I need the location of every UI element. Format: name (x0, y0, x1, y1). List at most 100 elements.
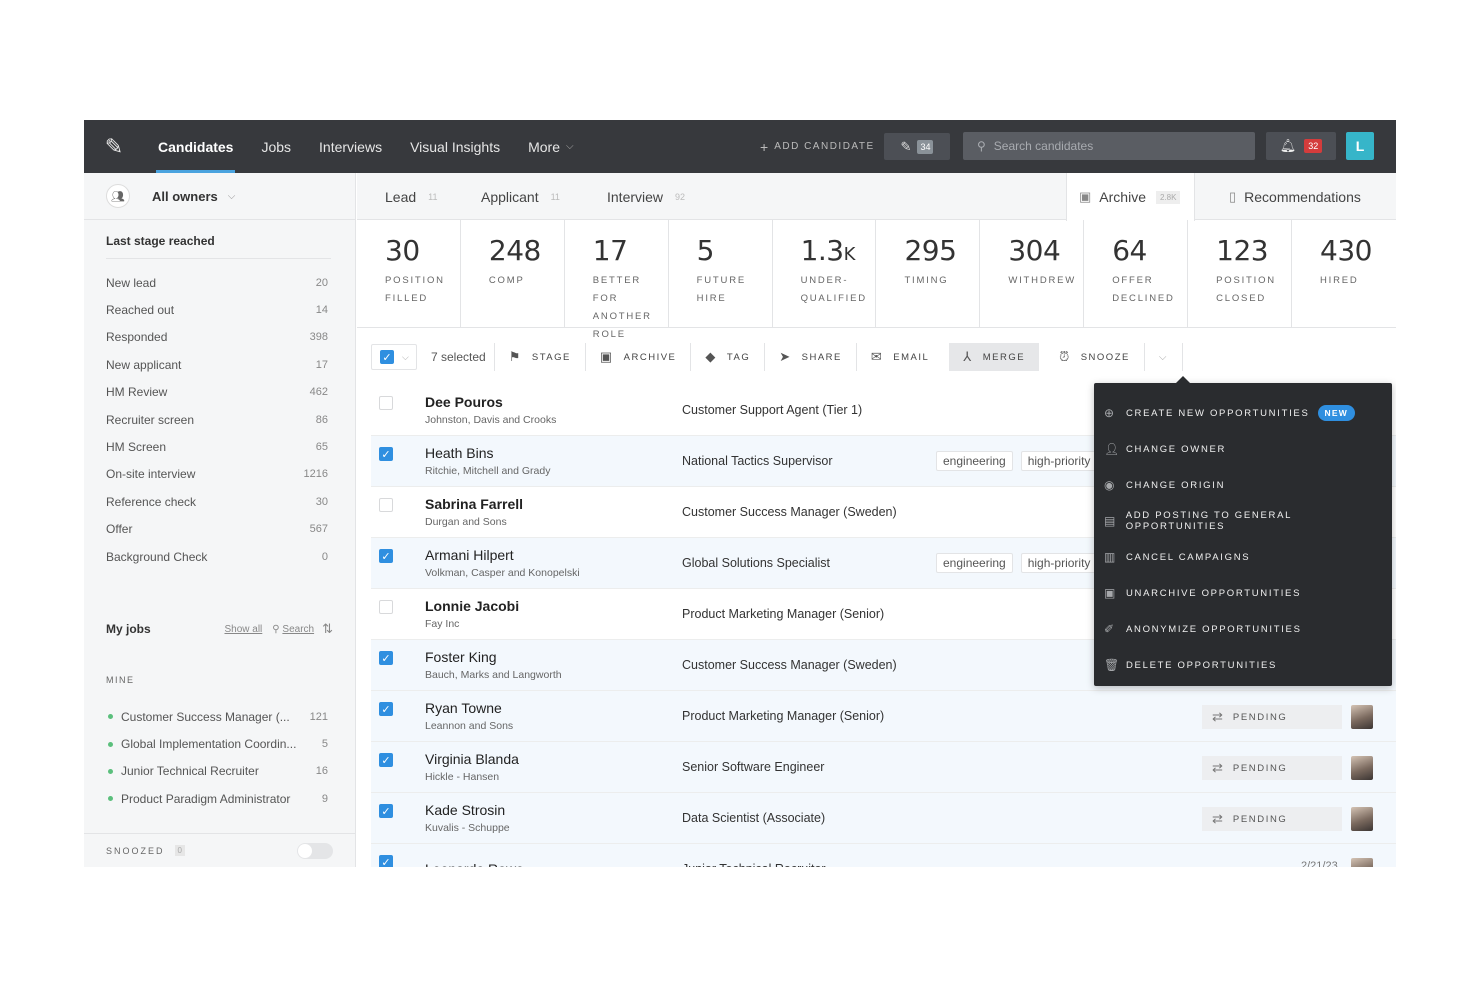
select-all-checkbox[interactable]: ✓ (380, 350, 394, 364)
nav-jobs[interactable]: Jobs (247, 120, 305, 173)
user-avatar[interactable]: L (1346, 132, 1374, 160)
tab-recommendations[interactable]: ▯ Recommendations (1229, 173, 1361, 220)
menu-item[interactable]: ⊕ CREATE NEW OPPORTUNITIES NEW (1094, 395, 1392, 431)
pending-status-badge[interactable]: ⇄ PENDING (1202, 756, 1342, 780)
candidate-row[interactable]: ✓ Ryan Towne Leannon and Sons Product Marke… (371, 691, 1396, 742)
candidate-name[interactable]: Foster King (425, 649, 497, 665)
metric-card[interactable]: 248 COMP (461, 220, 565, 327)
row-checkbox[interactable]: ✓ (379, 447, 393, 461)
tag-button[interactable]: ◆ TAG (690, 343, 764, 371)
logo-icon[interactable]: ✎ (104, 133, 124, 159)
tab-applicant[interactable]: Applicant 11 (481, 173, 560, 220)
candidate-name[interactable]: Kade Strosin (425, 802, 506, 818)
candidate-row[interactable]: ✓ Kade Strosin Kuvalis - Schuppe Data Scien… (371, 793, 1396, 844)
select-all-dropdown[interactable]: ✓ ⌵ (371, 344, 417, 370)
tab-archive[interactable]: ▣ Archive 2.8K (1066, 173, 1196, 221)
owner-avatar[interactable] (1351, 705, 1373, 729)
more-actions-button[interactable]: ⌵ (1143, 343, 1183, 371)
snooze-button[interactable]: ⏰︎ SNOOZE (1045, 343, 1144, 371)
menu-item[interactable]: 👤︎ CHANGE OWNER (1094, 431, 1392, 467)
tab-lead[interactable]: Lead 11 (385, 173, 438, 220)
edit-button[interactable]: ✎ 34 (884, 133, 950, 160)
metric-card[interactable]: 5 FUTURE HIRE (669, 220, 773, 327)
candidate-name[interactable]: Heath Bins (425, 445, 494, 461)
search-jobs-link[interactable]: ⚲ Search (272, 624, 314, 635)
stage-filter-item[interactable]: Responded 398 (84, 324, 355, 351)
candidate-name[interactable]: Armani Hilpert (425, 547, 514, 563)
menu-item[interactable]: ✐ ANONYMIZE OPPORTUNITIES (1094, 611, 1392, 647)
candidate-row[interactable]: ✓ Leonardo RoweJunior Technical Recruiter… (371, 844, 1396, 867)
archive-button[interactable]: ▣ ARCHIVE (584, 343, 691, 371)
stage-filter-item[interactable]: New applicant 17 (84, 351, 355, 378)
stage-filter-item[interactable]: New lead 20 (84, 269, 355, 296)
stage-filter-item[interactable]: Recruiter screen 86 (84, 406, 355, 433)
candidate-name[interactable]: Leonardo Rowe (425, 861, 682, 867)
menu-item[interactable]: ◉ CHANGE ORIGIN (1094, 467, 1392, 503)
metric-card[interactable]: 123 POSITION CLOSED (1188, 220, 1293, 327)
candidate-row[interactable]: ✓ Virginia Blanda Hickle - Hansen Senior So… (371, 742, 1396, 793)
row-checkbox[interactable]: ✓ (379, 855, 393, 867)
candidate-row[interactable]: Sabrina Farrell Durgan and Sons Customer S… (371, 487, 1396, 538)
candidate-row[interactable]: Dee Pouros Johnston, Davis and Crooks Cust… (371, 385, 1396, 436)
row-checkbox[interactable]: ✓ (379, 651, 393, 665)
my-job-item[interactable]: Product Paradigm Administrator 9 (84, 785, 355, 812)
metric-card[interactable]: 30 POSITION FILLED (357, 220, 461, 327)
email-button[interactable]: ✉ EMAIL (855, 343, 943, 371)
share-button[interactable]: ➤ SHARE (764, 343, 856, 371)
row-checkbox[interactable] (379, 600, 393, 614)
row-checkbox[interactable]: ✓ (379, 702, 393, 716)
my-job-item[interactable]: Junior Technical Recruiter 16 (84, 758, 355, 785)
stage-filter-item[interactable]: Reference check 30 (84, 488, 355, 515)
candidate-name[interactable]: Lonnie Jacobi (425, 598, 520, 614)
search-input[interactable]: ⚲ Search candidates (963, 132, 1255, 160)
row-checkbox[interactable]: ✓ (379, 753, 393, 767)
menu-item[interactable]: 🗑︎ DELETE OPPORTUNITIES (1094, 647, 1392, 683)
tag-chip[interactable]: high-priority (1020, 451, 1098, 471)
stage-filter-item[interactable]: HM Review 462 (84, 379, 355, 406)
add-candidate-button[interactable]: + ADD CANDIDATE (760, 120, 875, 173)
metric-card[interactable]: 304 WITHDREW (980, 220, 1085, 327)
sort-icon[interactable]: ⇅ (322, 621, 333, 636)
row-checkbox[interactable] (379, 498, 393, 512)
candidate-name[interactable]: Dee Pouros (425, 394, 503, 410)
row-checkbox[interactable] (379, 396, 393, 410)
nav-interviews[interactable]: Interviews (305, 120, 396, 173)
tag-chip[interactable]: engineering (936, 451, 1013, 471)
stage-filter-item[interactable]: Background Check 0 (84, 543, 355, 570)
menu-item[interactable]: ▣ UNARCHIVE OPPORTUNITIES (1094, 575, 1392, 611)
metric-card[interactable]: 17 BETTER FOR ANOTHER ROLE (565, 220, 669, 340)
metric-card[interactable]: 295 TIMING (876, 220, 981, 327)
metric-card[interactable]: 430 HIRED (1292, 220, 1396, 327)
stage-filter-item[interactable]: HM Screen 65 (84, 433, 355, 460)
owner-avatar[interactable] (1351, 756, 1373, 780)
candidate-name[interactable]: Sabrina Farrell (425, 496, 524, 512)
owner-avatar[interactable] (1351, 807, 1373, 831)
metric-card[interactable]: 64 OFFER DECLINED (1084, 220, 1189, 327)
stage-button[interactable]: ⚑ STAGE (493, 343, 585, 371)
metric-card[interactable]: 1.3K UNDER-QUALIFIED (773, 220, 877, 327)
nav-more[interactable]: More ⌵ (514, 120, 588, 173)
nav-candidates[interactable]: Candidates (144, 120, 247, 173)
candidate-name[interactable]: Ryan Towne (425, 700, 502, 716)
nav-visual-insights[interactable]: Visual Insights (396, 120, 514, 173)
owner-filter[interactable]: 👥︎ All owners ⌵ (84, 173, 355, 220)
candidate-row[interactable]: Lonnie Jacobi Fay Inc Product Marketing Ma… (371, 589, 1396, 640)
my-job-item[interactable]: Global Implementation Coordin... 5 (84, 730, 355, 757)
show-all-link[interactable]: Show all (224, 623, 263, 635)
stage-filter-item[interactable]: Offer 567 (84, 516, 355, 543)
tab-interview[interactable]: Interview 92 (607, 173, 685, 220)
tag-chip[interactable]: high-priority (1020, 553, 1098, 573)
row-checkbox[interactable]: ✓ (379, 804, 393, 818)
owner-avatar[interactable] (1351, 858, 1373, 867)
stage-filter-item[interactable]: On-site interview 1216 (84, 461, 355, 488)
merge-button[interactable]: ⅄ MERGE (949, 343, 1040, 371)
row-checkbox[interactable]: ✓ (379, 549, 393, 563)
notifications-button[interactable]: 🔔︎ 32 (1266, 132, 1336, 160)
pending-status-badge[interactable]: ⇄ PENDING (1202, 807, 1342, 831)
snoozed-toggle[interactable] (297, 842, 333, 859)
pending-status-badge[interactable]: ⇄ PENDING (1202, 705, 1342, 729)
my-job-item[interactable]: Customer Success Manager (... 121 (84, 703, 355, 730)
tag-chip[interactable]: engineering (936, 553, 1013, 573)
candidate-name[interactable]: Virginia Blanda (425, 751, 519, 767)
stage-filter-item[interactable]: Reached out 14 (84, 296, 355, 323)
